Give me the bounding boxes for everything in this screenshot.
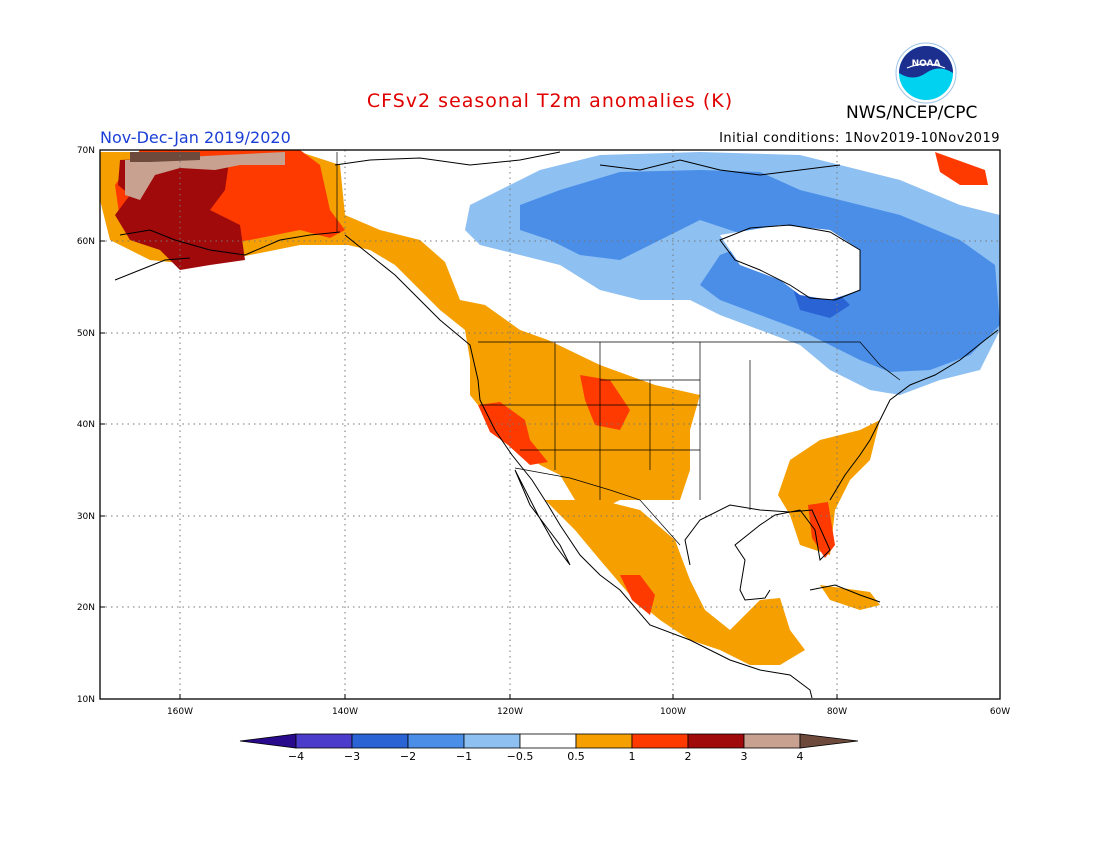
legend-tick-label: 1	[629, 750, 636, 763]
latitude-label: 20N	[77, 603, 95, 613]
longitude-label: 80W	[827, 707, 847, 717]
legend-tick-label: −0.5	[507, 750, 534, 763]
legend-swatch	[296, 734, 352, 748]
latitude-label: 60N	[77, 237, 95, 247]
color-legend: −4 −3 −2 −1 −0.5 0.5 1 2 3 4	[240, 734, 858, 763]
anomaly-region-greenland-red	[935, 152, 988, 185]
legend-tick-label: −4	[288, 750, 304, 763]
legend-tick-label: 3	[741, 750, 748, 763]
legend-arrow-high	[800, 734, 858, 748]
longitude-label: 100W	[660, 707, 686, 717]
legend-tick-label: −3	[344, 750, 360, 763]
latitude-label: 50N	[77, 329, 95, 339]
legend-arrow-low	[240, 734, 296, 748]
longitude-label: 140W	[332, 707, 358, 717]
coastline-baja	[515, 470, 570, 565]
legend-swatch	[744, 734, 800, 748]
legend-tick-label: 4	[797, 750, 804, 763]
latitude-label: 70N	[77, 146, 95, 156]
anomaly-map: 70N60N50N40N30N20N10N 160W 140W 120W 100W 80…	[0, 0, 1100, 850]
anomaly-region-caribbean-orange	[820, 585, 880, 610]
legend-swatch	[352, 734, 408, 748]
longitude-labels: 160W 140W 120W 100W 80W 60W	[167, 694, 1010, 717]
legend-swatch	[632, 734, 688, 748]
legend-swatch	[576, 734, 632, 748]
legend-swatch	[408, 734, 464, 748]
legend-swatch	[464, 734, 520, 748]
legend-tick-label: −2	[400, 750, 416, 763]
anomaly-region-mexico-orange	[545, 500, 805, 665]
anomaly-fields	[100, 150, 1000, 665]
longitude-label: 60W	[990, 707, 1010, 717]
legend-swatch	[520, 734, 576, 748]
longitude-label: 120W	[497, 707, 523, 717]
legend-tick-label: 0.5	[567, 750, 585, 763]
latitude-label: 30N	[77, 512, 95, 522]
latitude-label: 40N	[77, 420, 95, 430]
latitude-label: 10N	[77, 695, 95, 705]
latitude-labels: 70N 60N 50N 40N 30N 20N 10N	[77, 146, 105, 705]
legend-swatch	[688, 734, 744, 748]
legend-tick-label: −1	[456, 750, 472, 763]
longitude-label: 160W	[167, 707, 193, 717]
legend-tick-label: 2	[685, 750, 692, 763]
